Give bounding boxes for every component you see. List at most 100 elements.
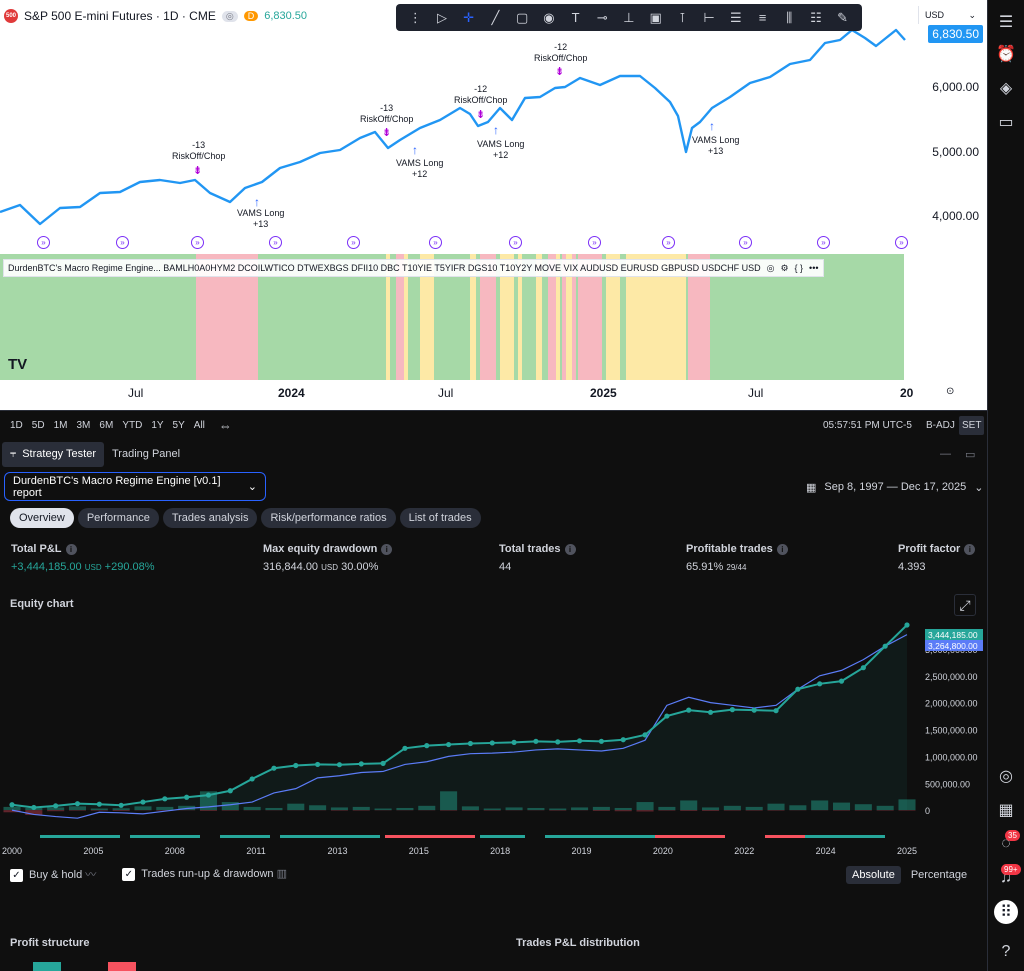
brush-icon[interactable]: ✎ — [837, 9, 849, 25]
fib-icon[interactable]: ⊺ — [678, 9, 686, 25]
expand-icon[interactable]: ⤢ — [954, 594, 976, 616]
indicator-legend[interactable]: DurdenBTC's Macro Regime Engine... BAMLH… — [3, 259, 824, 277]
event-marker-icon[interactable]: » — [37, 236, 50, 249]
symbol-name[interactable]: S&P 500 E-mini Futures · 1D · CME — [24, 9, 216, 23]
eye-icon[interactable]: ◎ — [221, 10, 238, 22]
price-axis[interactable]: 6,830.50 6,000.00 5,000.00 4,000.00 — [917, 0, 987, 380]
source-code-icon[interactable]: { } — [794, 263, 804, 273]
equity-point — [686, 707, 692, 713]
range-1y[interactable]: 1Y — [151, 419, 164, 431]
info-icon[interactable]: i — [381, 543, 393, 555]
runup-toggle[interactable]: ✓ Trades run-up & drawdown ▥ — [122, 867, 287, 881]
price-chart[interactable]: 500 S&P 500 E-mini Futures · 1D · CME ◎ … — [0, 0, 987, 410]
date-range-select[interactable]: ▦ Sep 8, 1997 — Dec 17, 2025 ⌄ — [806, 478, 984, 496]
equity-point — [424, 743, 430, 749]
tab-overview[interactable]: Overview — [10, 508, 74, 528]
apps-icon[interactable]: ⠿ — [994, 900, 1018, 924]
replay-icon[interactable]: ▷ — [437, 9, 448, 25]
goto-date-icon[interactable]: ⊙ — [946, 386, 955, 397]
drawing-toolbar[interactable]: ⋮ ▷ ✛ ╱ ▢ ◉ T ⊸ ⊥ ▣ ⊺ ⊢ ☰ ≡ ⫼ ☷ ✎ — [396, 4, 862, 31]
currency-select[interactable]: USD ⌄ — [918, 6, 982, 24]
stream-icon[interactable]: ◌ — [1001, 835, 1011, 852]
range-5y[interactable]: 5Y — [172, 419, 185, 431]
event-marker-icon[interactable]: » — [509, 236, 522, 249]
tab-performance[interactable]: Performance — [77, 508, 159, 528]
event-marker-icon[interactable]: » — [191, 236, 204, 249]
ranges-icon[interactable]: ☰ — [729, 9, 742, 25]
x-tick-label: 2005 — [83, 846, 103, 856]
tab-list-of-trades[interactable]: List of trades — [399, 508, 481, 528]
vertical-line-icon[interactable]: ⊥ — [623, 9, 635, 25]
range-1m[interactable]: 1M — [53, 419, 68, 431]
event-marker-icon[interactable]: » — [429, 236, 442, 249]
event-marker-icon[interactable]: » — [662, 236, 675, 249]
event-marker-icon[interactable]: » — [895, 236, 908, 249]
settings-icon[interactable]: ⚙ — [780, 262, 789, 273]
tab-risk-ratios[interactable]: Risk/performance ratios — [261, 508, 396, 528]
drawdown-bar — [461, 810, 479, 811]
maximize-icon[interactable]: ▭ — [965, 448, 976, 461]
trade-strip — [130, 835, 200, 838]
crosshair-icon[interactable]: ✛ — [463, 9, 475, 25]
layers-icon[interactable]: ◈ — [999, 80, 1013, 97]
rectangle-icon[interactable]: ▢ — [516, 9, 529, 25]
tab-trades-analysis[interactable]: Trades analysis — [162, 508, 258, 528]
calendar-icon[interactable]: ▦ — [998, 802, 1014, 819]
chevron-down-icon: ⌄ — [968, 9, 976, 20]
drawdown-bar — [876, 810, 894, 811]
metric-profit-factor: Profit factor i 4.393 — [898, 543, 976, 573]
event-marker-icon[interactable]: » — [588, 236, 601, 249]
info-icon[interactable]: i — [564, 543, 576, 555]
event-marker-icon[interactable]: » — [347, 236, 360, 249]
alerts-icon[interactable]: ⏰ — [996, 46, 1016, 63]
clock[interactable]: 05:57:51 PM UTC-5 — [823, 419, 912, 431]
lines-menu-icon[interactable]: ☷ — [810, 9, 822, 25]
help-icon[interactable]: ? — [1001, 943, 1011, 960]
event-marker-icon[interactable]: » — [739, 236, 752, 249]
checkbox-icon[interactable]: ✓ — [10, 869, 23, 882]
chat-icon[interactable]: ▭ — [998, 114, 1014, 131]
image-icon[interactable]: ▣ — [649, 9, 662, 25]
report-select[interactable]: DurdenBTC's Macro Regime Engine [v0.1] r… — [4, 472, 266, 501]
range-ytd[interactable]: YTD — [122, 419, 143, 431]
trend-line-icon[interactable]: ╱ — [491, 9, 500, 25]
runup-bar — [265, 807, 283, 811]
eye-icon[interactable]: ◎ — [766, 262, 775, 273]
bars-icon[interactable]: ⫼ — [786, 9, 793, 25]
horizontal-line-icon[interactable]: ⊸ — [596, 9, 608, 25]
event-marker-icon[interactable]: » — [116, 236, 129, 249]
settlement-toggle[interactable]: SET — [959, 415, 985, 435]
range-3m[interactable]: 3M — [76, 419, 91, 431]
drag-handle-icon[interactable]: ⋮ — [408, 9, 422, 25]
circle-target-icon[interactable]: ◉ — [543, 9, 555, 25]
event-marker-icon[interactable]: » — [269, 236, 282, 249]
buy-hold-toggle[interactable]: ✓ Buy & hold 〰 — [10, 866, 96, 882]
more-icon[interactable]: ••• — [809, 263, 819, 273]
info-icon[interactable]: i — [776, 543, 788, 555]
minimize-icon[interactable]: — — [940, 448, 951, 460]
text-icon[interactable]: T — [571, 10, 580, 25]
mode-absolute[interactable]: Absolute — [846, 866, 901, 884]
range-5d[interactable]: 5D — [31, 419, 45, 431]
equity-chart[interactable]: 3,000,000.002,500,000.002,000,000.001,50… — [0, 612, 985, 862]
range-all[interactable]: All — [193, 419, 205, 431]
tab-strategy-tester[interactable]: ⫧ Strategy Tester — [2, 441, 104, 467]
time-axis[interactable]: Jul 2024 Jul 2025 Jul 20 ⊙ — [0, 380, 954, 408]
watchlist-icon[interactable]: ☰ — [998, 14, 1014, 31]
info-icon[interactable]: i — [964, 543, 976, 555]
adjust-toggle[interactable]: B-ADJ — [926, 419, 955, 431]
indicator-name[interactable]: DurdenBTC's Macro Regime Engine... BAMLH… — [8, 263, 761, 273]
tab-trading-panel[interactable]: Trading Panel — [112, 448, 181, 460]
date-range-icon[interactable]: ⇔ — [218, 417, 232, 433]
info-icon[interactable]: i — [65, 543, 77, 555]
time-label: 2024 — [278, 386, 305, 400]
range-6m[interactable]: 6M — [99, 419, 114, 431]
target-icon[interactable]: ◎ — [999, 768, 1013, 785]
mode-percentage[interactable]: Percentage — [910, 869, 968, 881]
settings-lines-icon[interactable]: ≡ — [758, 10, 767, 25]
event-marker-icon[interactable]: » — [817, 236, 830, 249]
checkbox-icon[interactable]: ✓ — [122, 868, 136, 881]
measure-icon[interactable]: ⊢ — [703, 9, 715, 25]
symbol-header[interactable]: 500 S&P 500 E-mini Futures · 1D · CME ◎ … — [4, 6, 307, 26]
range-1d[interactable]: 1D — [10, 419, 23, 431]
